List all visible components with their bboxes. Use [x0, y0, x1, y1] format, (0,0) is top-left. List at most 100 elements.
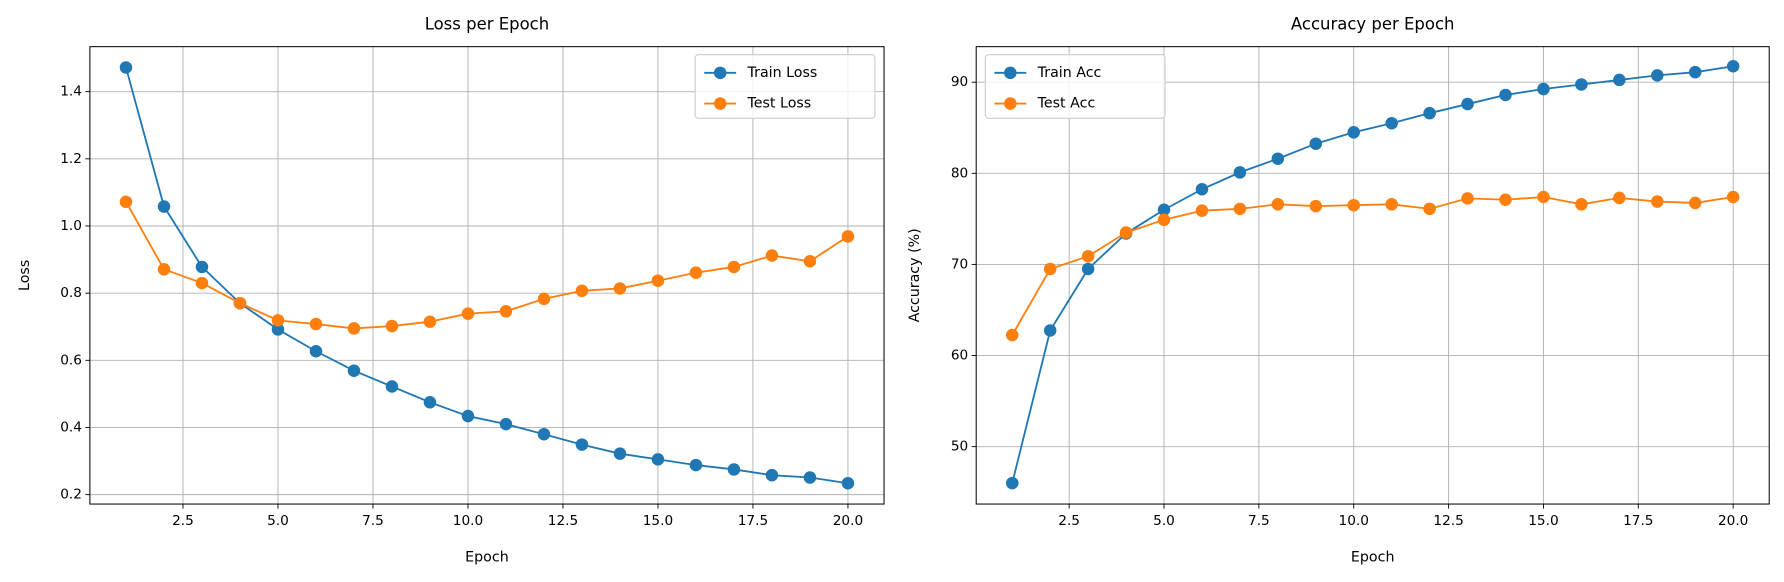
data-point: [1271, 198, 1285, 211]
data-point: [1613, 73, 1626, 87]
data-point: [1537, 190, 1550, 204]
data-point: [1157, 203, 1171, 217]
data-point: [1309, 199, 1323, 213]
data-point: [195, 276, 209, 290]
data-point: [1005, 476, 1019, 490]
y-tick-label: 0.8: [60, 285, 82, 301]
data-point: [309, 317, 323, 331]
chart-title: Accuracy per Epoch: [1291, 15, 1455, 34]
data-point: [1537, 82, 1550, 96]
plot-frame: [89, 46, 885, 505]
data-point: [1195, 204, 1209, 217]
data-point: [423, 315, 437, 328]
x-tick-label: 15.0: [643, 513, 673, 529]
data-point: [651, 453, 665, 466]
data-point: [1651, 69, 1664, 82]
data-point: [1005, 328, 1019, 342]
data-point: [385, 319, 399, 333]
data-point: [1688, 65, 1702, 79]
plot-frame: [975, 46, 1770, 505]
data-point: [1195, 182, 1209, 196]
y-axis-label: Accuracy (%): [907, 228, 923, 322]
legend-label: Train Loss: [747, 65, 818, 81]
data-point: [1461, 97, 1474, 111]
data-point: [1347, 126, 1360, 139]
data-point: [689, 458, 703, 472]
legend-label: Test Acc: [1037, 96, 1096, 112]
series-line: [125, 201, 849, 330]
data-point: [841, 476, 855, 490]
data-point: [1043, 324, 1057, 337]
chart: 2.5 5.0 7.5 10.0 12.5 15.0 17.5 20.0 50 60 70 80 90 A…: [907, 15, 1770, 566]
data-point: [727, 260, 741, 274]
y-tick-label: 90: [951, 74, 968, 90]
y-tick-label: 1.4: [60, 84, 82, 100]
data-point: [1726, 190, 1740, 204]
y-tick-label: 0.2: [60, 487, 82, 503]
data-point: [1461, 192, 1474, 205]
x-axis-label: Epoch: [1351, 550, 1395, 566]
legend-marker: [1004, 97, 1017, 110]
data-point: [461, 307, 475, 320]
data-point: [1651, 195, 1664, 208]
series-line: [125, 67, 849, 485]
data-point: [537, 427, 551, 441]
x-tick-label: 2.5: [1058, 513, 1080, 529]
y-tick-label: 1.2: [60, 151, 82, 167]
series-line: [1011, 65, 1734, 484]
data-point: [347, 364, 361, 377]
x-tick-label: 7.5: [1248, 513, 1270, 529]
legend-box: [694, 54, 876, 119]
data-point: [1688, 196, 1702, 210]
data-point: [803, 254, 817, 268]
data-point: [1423, 106, 1436, 120]
data-point: [119, 195, 133, 209]
legend-marker: [713, 66, 727, 80]
x-tick-label: 10.0: [1339, 513, 1369, 529]
x-tick-label: 17.5: [738, 513, 768, 529]
data-point: [1157, 213, 1171, 227]
x-tick-label: 20.0: [1718, 513, 1748, 529]
data-point: [1385, 198, 1398, 211]
x-tick-label: 17.5: [1623, 513, 1653, 529]
data-point: [233, 296, 247, 310]
data-point: [651, 274, 665, 287]
data-point: [195, 260, 209, 274]
y-tick-label: 50: [951, 439, 968, 455]
data-point: [1081, 262, 1095, 276]
data-point: [499, 305, 513, 318]
data-point: [157, 200, 171, 213]
data-point: [1309, 137, 1323, 150]
data-point: [727, 463, 741, 476]
data-point: [575, 438, 589, 451]
x-tick-label: 15.0: [1528, 513, 1558, 529]
y-tick-label: 60: [951, 348, 968, 364]
data-point: [271, 323, 285, 336]
y-axis-label: Loss: [17, 260, 33, 291]
data-point: [689, 266, 703, 279]
x-axis-label: Epoch: [465, 550, 509, 566]
y-tick-label: 80: [951, 165, 968, 181]
data-point: [1233, 202, 1247, 216]
data-point: [537, 292, 551, 306]
data-point: [1499, 88, 1512, 102]
data-point: [119, 61, 133, 74]
series-line: [1011, 196, 1734, 336]
data-point: [1385, 116, 1398, 130]
data-point: [1347, 198, 1360, 212]
data-point: [385, 380, 399, 393]
legend-label: Test Loss: [747, 96, 812, 112]
legend-marker: [1004, 66, 1017, 80]
data-point: [1613, 191, 1626, 205]
data-point: [461, 409, 475, 423]
data-point: [1233, 166, 1247, 179]
data-point: [1271, 152, 1285, 165]
x-tick-label: 2.5: [172, 513, 194, 529]
chart-title: Loss per Epoch: [425, 15, 549, 34]
data-point: [841, 230, 855, 243]
x-tick-label: 12.5: [1433, 513, 1463, 529]
legend-marker: [713, 97, 727, 110]
data-point: [613, 447, 627, 460]
y-tick-label: 1.0: [60, 218, 82, 234]
